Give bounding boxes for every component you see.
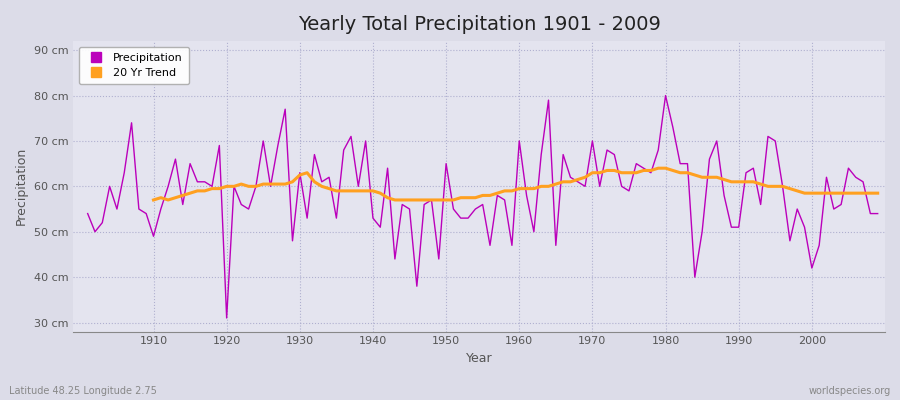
X-axis label: Year: Year: [465, 352, 492, 365]
Title: Yearly Total Precipitation 1901 - 2009: Yearly Total Precipitation 1901 - 2009: [298, 15, 661, 34]
Legend: Precipitation, 20 Yr Trend: Precipitation, 20 Yr Trend: [78, 47, 190, 84]
Text: worldspecies.org: worldspecies.org: [809, 386, 891, 396]
Y-axis label: Precipitation: Precipitation: [15, 147, 28, 226]
Text: Latitude 48.25 Longitude 2.75: Latitude 48.25 Longitude 2.75: [9, 386, 157, 396]
